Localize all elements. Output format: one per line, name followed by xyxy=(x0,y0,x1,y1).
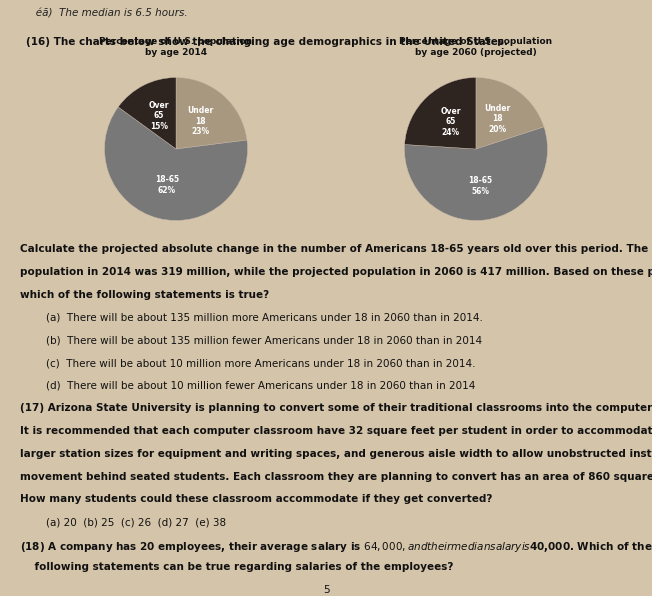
Wedge shape xyxy=(405,77,476,149)
Text: population in 2014 was 319 million, while the projected population in 2060 is 41: population in 2014 was 319 million, whil… xyxy=(20,267,652,277)
Text: which of the following statements is true?: which of the following statements is tru… xyxy=(20,290,269,300)
Text: éã)  The median is 6.5 hours.: éã) The median is 6.5 hours. xyxy=(26,8,188,18)
Text: following statements can be true regarding salaries of the employees?: following statements can be true regardi… xyxy=(20,563,453,573)
Wedge shape xyxy=(176,77,247,149)
Text: larger station sizes for equipment and writing spaces, and generous aisle width : larger station sizes for equipment and w… xyxy=(20,449,652,459)
Text: (16) The charts below show the changing age demographics in the United States.: (16) The charts below show the changing … xyxy=(26,37,508,46)
Text: (b)  There will be about 135 million fewer Americans under 18 in 2060 than in 20: (b) There will be about 135 million fewe… xyxy=(20,336,482,345)
Text: 18-65
56%: 18-65 56% xyxy=(469,176,493,195)
Text: (a)  There will be about 135 million more Americans under 18 in 2060 than in 201: (a) There will be about 135 million more… xyxy=(20,312,482,322)
Text: 18-65
62%: 18-65 62% xyxy=(155,175,179,195)
Title: Percentage of U.S. population
by age 2014: Percentage of U.S. population by age 201… xyxy=(100,38,252,57)
Text: (d)  There will be about 10 million fewer Americans under 18 in 2060 than in 201: (d) There will be about 10 million fewer… xyxy=(20,381,475,391)
Text: (c)  There will be about 10 million more Americans under 18 in 2060 than in 2014: (c) There will be about 10 million more … xyxy=(20,358,475,368)
Wedge shape xyxy=(118,77,176,149)
Title: Percentage of U.S. population
by age 2060 (projected): Percentage of U.S. population by age 206… xyxy=(400,38,552,57)
Text: 5: 5 xyxy=(323,585,329,595)
Text: Under
18
23%: Under 18 23% xyxy=(188,106,214,136)
Text: (17) Arizona State University is planning to convert some of their traditional c: (17) Arizona State University is plannin… xyxy=(20,403,652,414)
Text: It is recommended that each computer classroom have 32 square feet per student i: It is recommended that each computer cla… xyxy=(20,426,652,436)
Text: (a) 20  (b) 25  (c) 26  (d) 27  (e) 38: (a) 20 (b) 25 (c) 26 (d) 27 (e) 38 xyxy=(20,517,226,527)
Text: Over
65
24%: Over 65 24% xyxy=(440,107,461,137)
Text: Under
18
20%: Under 18 20% xyxy=(484,104,511,134)
Text: Over
65
15%: Over 65 15% xyxy=(149,101,170,131)
Text: Calculate the projected absolute change in the number of Americans 18-65 years o: Calculate the projected absolute change … xyxy=(20,244,652,254)
Text: How many students could these classroom accommodate if they get converted?: How many students could these classroom … xyxy=(20,494,492,504)
Text: movement behind seated students. Each classroom they are planning to convert has: movement behind seated students. Each cl… xyxy=(20,471,652,482)
Wedge shape xyxy=(476,77,544,149)
Wedge shape xyxy=(104,107,248,221)
Wedge shape xyxy=(404,127,548,221)
Text: (18) A company has 20 employees, their average salary is $64,000, and their medi: (18) A company has 20 employees, their a… xyxy=(20,540,652,554)
